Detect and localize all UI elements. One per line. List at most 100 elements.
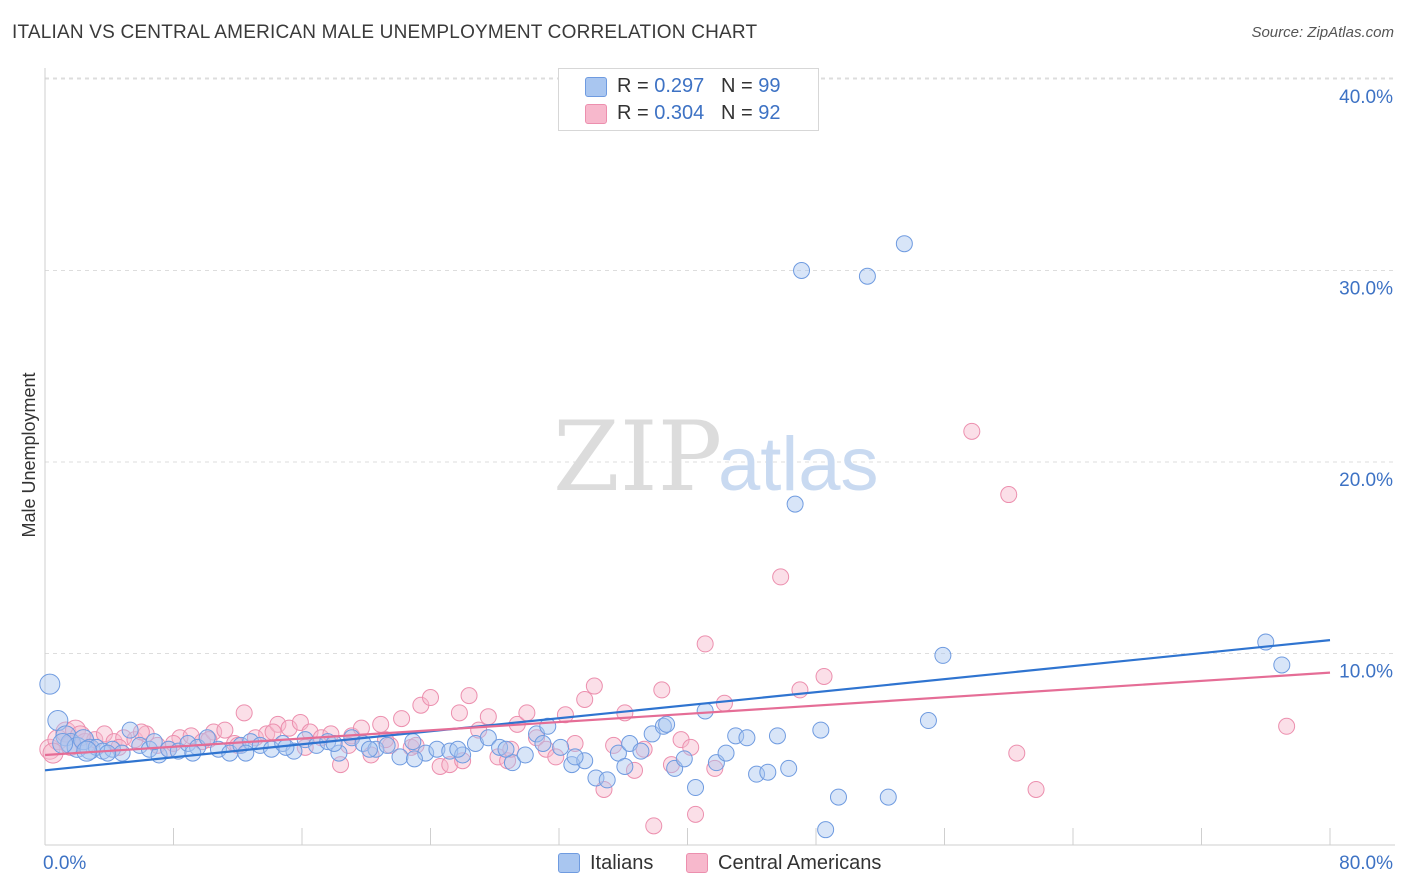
data-point <box>780 759 798 777</box>
data-point <box>919 712 937 730</box>
data-point <box>450 704 468 722</box>
data-point <box>759 763 777 781</box>
data-point <box>675 750 693 768</box>
data-point <box>405 750 423 768</box>
data-point <box>547 748 565 766</box>
bottom-legend-central-americans: Central Americans <box>718 852 882 874</box>
data-point <box>393 710 411 728</box>
data-point <box>696 702 714 720</box>
data-point <box>1027 780 1045 798</box>
y-tick-label: 20.0% <box>1339 470 1393 491</box>
data-point <box>895 235 913 253</box>
data-point <box>237 744 255 762</box>
data-point <box>595 780 613 798</box>
data-point <box>479 729 497 747</box>
legend-n-value: 99 <box>758 75 781 97</box>
data-point <box>360 740 378 758</box>
data-point <box>404 733 422 751</box>
legend-row-italians: R = 0.297 N = 99 <box>617 75 780 98</box>
data-point <box>280 719 298 737</box>
data-point <box>566 735 584 753</box>
data-point <box>812 721 830 739</box>
data-point <box>1273 656 1291 674</box>
data-point <box>460 687 478 705</box>
data-point <box>632 742 650 760</box>
data-point <box>285 742 303 760</box>
trend-line-central-americans <box>44 671 1331 757</box>
data-point <box>598 771 616 789</box>
data-point <box>491 738 509 756</box>
data-point <box>687 779 705 797</box>
data-point <box>625 761 643 779</box>
data-point <box>454 746 472 764</box>
y-tick-label: 10.0% <box>1339 662 1393 683</box>
data-point <box>1000 486 1018 504</box>
chart-title: ITALIAN VS CENTRAL AMERICAN MALE UNEMPLO… <box>12 22 758 43</box>
tick-labels: 10.0% 20.0% 30.0% 40.0% 0.0% 80.0% <box>43 87 1393 874</box>
bottom-legend-italians: Italians <box>590 852 654 874</box>
data-point <box>566 748 584 766</box>
data-point <box>717 744 735 762</box>
data-point <box>441 756 459 774</box>
italians-points <box>39 235 1291 839</box>
data-point <box>534 735 552 753</box>
data-point <box>715 694 733 712</box>
data-point <box>428 740 446 758</box>
data-point <box>1008 744 1026 762</box>
data-point <box>552 738 570 756</box>
legend-row-central-americans: R = 0.304 N = 92 <box>617 102 780 125</box>
grid-lines <box>45 77 1395 654</box>
data-point <box>417 744 435 762</box>
data-point <box>653 681 671 699</box>
x-tick-label: 80.0% <box>1339 853 1393 874</box>
data-point <box>687 805 705 823</box>
data-point <box>235 704 253 722</box>
data-point <box>858 267 876 285</box>
y-tick-label: 40.0% <box>1339 87 1393 108</box>
data-point <box>616 757 634 775</box>
data-point <box>829 788 847 806</box>
legend: R = 0.297 N = 99 R = 0.304 N = 92 <box>558 68 819 131</box>
data-point <box>963 422 981 440</box>
data-point <box>516 746 534 764</box>
axes <box>44 68 1395 846</box>
data-point <box>518 704 536 722</box>
legend-swatch-central-americans <box>585 104 607 124</box>
data-point <box>422 689 439 707</box>
data-point <box>768 727 786 745</box>
legend-r-value: 0.304 <box>654 102 705 124</box>
trend-lines <box>44 639 1331 772</box>
watermark-atlas: atlas <box>718 422 879 507</box>
data-point <box>585 677 603 695</box>
data-point <box>658 715 676 733</box>
data-point <box>576 690 594 708</box>
data-point <box>772 568 790 586</box>
data-point <box>635 740 653 758</box>
legend-n-label: N = <box>720 75 753 97</box>
data-point <box>786 495 804 513</box>
data-point <box>815 667 833 685</box>
legend-r-label: R = <box>617 75 649 97</box>
legend-n-label: N = <box>720 102 753 124</box>
data-point <box>576 752 594 770</box>
data-point <box>39 673 61 695</box>
data-point <box>497 740 515 758</box>
data-point <box>121 721 139 739</box>
data-point <box>179 735 197 753</box>
data-point <box>934 646 952 664</box>
data-point <box>372 715 390 733</box>
bottom-legend-swatch-central-americans <box>686 853 708 873</box>
data-point <box>52 733 74 755</box>
legend-r-value: 0.297 <box>654 75 705 97</box>
legend-swatch-italians <box>585 77 607 97</box>
data-point <box>216 721 234 739</box>
data-point <box>367 740 385 758</box>
data-point <box>817 821 835 839</box>
y-axis-label: Male Unemployment <box>19 372 39 537</box>
data-point <box>645 817 663 835</box>
data-point <box>198 729 216 747</box>
data-point <box>362 746 380 764</box>
data-point <box>330 744 348 762</box>
data-point <box>113 744 131 762</box>
